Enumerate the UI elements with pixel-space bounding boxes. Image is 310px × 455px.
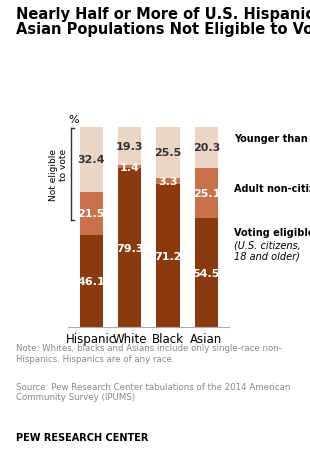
Text: 25.5: 25.5 — [154, 148, 182, 158]
Bar — [157, 127, 179, 178]
Text: (U.S. citizens,
18 and older): (U.S. citizens, 18 and older) — [234, 239, 301, 261]
Text: 79.3: 79.3 — [116, 243, 143, 253]
Text: Voting eligible: Voting eligible — [234, 228, 310, 238]
Text: 46.1: 46.1 — [78, 277, 105, 287]
Text: Note: Whites, blacks and Asians include only single-race non-
Hispanics. Hispani: Note: Whites, blacks and Asians include … — [16, 344, 281, 363]
Text: Asian Populations Not Eligible to Vote: Asian Populations Not Eligible to Vote — [16, 22, 310, 37]
Text: 19.3: 19.3 — [116, 142, 143, 152]
Text: Source: Pew Research Center tabulations of the 2014 American
Community Survey (I: Source: Pew Research Center tabulations … — [16, 382, 290, 402]
Text: 71.2: 71.2 — [154, 251, 182, 261]
Text: Not eligible
to vote: Not eligible to vote — [49, 148, 68, 200]
Bar — [80, 127, 103, 192]
Text: %: % — [68, 115, 79, 125]
Bar — [118, 166, 141, 169]
Bar — [80, 192, 103, 235]
Text: PEW RESEARCH CENTER: PEW RESEARCH CENTER — [16, 432, 148, 442]
Text: 20.3: 20.3 — [193, 143, 220, 153]
Text: Younger than 18: Younger than 18 — [234, 133, 310, 143]
Text: 21.5: 21.5 — [78, 209, 105, 219]
Bar — [118, 169, 141, 328]
Text: 25.1: 25.1 — [193, 188, 220, 198]
Bar — [195, 168, 218, 218]
Text: 54.5: 54.5 — [193, 268, 220, 278]
Bar — [195, 218, 218, 328]
Text: Nearly Half or More of U.S. Hispanic and: Nearly Half or More of U.S. Hispanic and — [16, 7, 310, 22]
Bar — [157, 178, 179, 185]
Bar — [157, 185, 179, 328]
Text: Adult non-citizen: Adult non-citizen — [234, 183, 310, 193]
Bar — [118, 127, 141, 166]
Text: 3.3: 3.3 — [158, 177, 178, 187]
Bar — [80, 235, 103, 328]
Text: 1.4: 1.4 — [120, 162, 140, 172]
Text: 32.4: 32.4 — [78, 155, 105, 165]
Bar — [195, 127, 218, 168]
